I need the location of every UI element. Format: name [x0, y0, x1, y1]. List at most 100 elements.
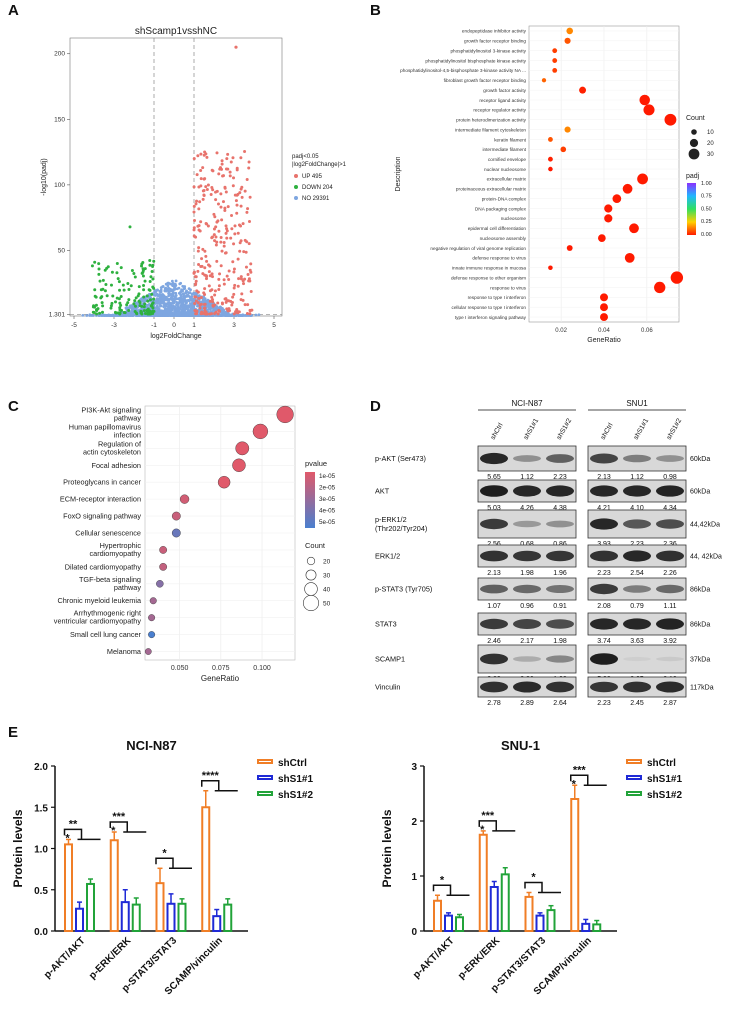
down-point [123, 311, 127, 315]
up-point [236, 284, 240, 288]
blot-band [480, 681, 508, 693]
volcano-plot: shScamp1vsshNC -5 -3 -1 0 1 3 5 1.301 50 100 150 200… [41, 26, 347, 340]
color-legend-label: 1e-05 [319, 473, 336, 480]
band-quant-value: 5.03 [487, 505, 501, 512]
category-label: p-ERK/ERK [456, 935, 503, 982]
up-point [197, 207, 201, 211]
up-point [195, 199, 199, 203]
bar-shs1-1 [212, 915, 222, 932]
up-point [230, 227, 234, 231]
up-point [244, 265, 248, 269]
up-point [236, 257, 240, 261]
series-down-points [90, 225, 156, 316]
volcano-plot-frame [69, 37, 283, 317]
up-point [198, 306, 202, 310]
down-point [126, 301, 130, 305]
up-point [211, 298, 215, 302]
band-quant-value: 0.79 [630, 603, 644, 610]
pathway-label-line: pathway [114, 583, 142, 592]
up-point [211, 300, 215, 304]
up-point [204, 185, 208, 189]
color-legend-title: padj [686, 173, 700, 180]
up-point [220, 159, 224, 163]
no-point [159, 290, 163, 294]
band-quant-value: 4.21 [597, 505, 611, 512]
up-point [213, 293, 217, 297]
up-point [243, 303, 247, 307]
term-label: endopeptidase inhibitor activity [462, 29, 527, 34]
no-point [166, 284, 170, 288]
lane-label: shS1#1 [523, 417, 541, 441]
molecular-weight-label: 37kDa [690, 657, 710, 664]
lane-label: shCtrl [490, 422, 505, 441]
up-point [216, 312, 220, 316]
down-point [116, 277, 120, 281]
bar-shs1-2 [177, 902, 187, 932]
band-quant-value: 0.68 [520, 541, 534, 548]
down-point [150, 292, 154, 296]
x-tick-label: 0.050 [171, 665, 189, 672]
up-point [235, 307, 239, 311]
up-point [203, 249, 207, 253]
no-point [184, 291, 188, 295]
no-point [174, 291, 178, 295]
up-point [248, 312, 252, 316]
down-point [132, 271, 136, 275]
pathway-label: Proteoglycans in cancer [63, 478, 141, 487]
blot-band [480, 618, 508, 630]
down-point [136, 294, 140, 298]
down-point [115, 261, 119, 265]
no-point [168, 302, 172, 306]
down-point [93, 260, 97, 264]
up-point [208, 299, 212, 303]
down-point [118, 306, 122, 310]
bar-chart-title: NCI-N87 [126, 738, 177, 753]
pathway-dot [148, 631, 156, 639]
term-dot [579, 86, 587, 94]
no-point [149, 296, 152, 300]
size-legend-title: Count [305, 541, 326, 550]
no-point [174, 279, 178, 283]
up-point [217, 284, 221, 288]
legend-marker [294, 185, 298, 189]
color-legend-label: 2e-05 [319, 485, 336, 492]
color-legend-label: 1.00 [701, 181, 712, 187]
up-point [192, 228, 196, 232]
up-point [247, 219, 251, 223]
x-tick-label: -5 [71, 322, 77, 329]
blot-row-label: p-AKT (Ser473) [375, 454, 426, 463]
y-tick-label: 50 [58, 247, 66, 254]
bar-shs1-2 [455, 916, 464, 932]
up-point [207, 284, 211, 288]
term-dot [600, 313, 608, 322]
no-point [158, 292, 162, 296]
down-point [143, 279, 147, 283]
up-point [202, 306, 206, 310]
up-point [222, 278, 226, 282]
up-point [201, 166, 205, 170]
up-point [216, 202, 220, 206]
bar-shctrl [155, 882, 165, 932]
size-legend-label: 40 [323, 587, 331, 594]
down-point [146, 299, 150, 303]
band-quant-value: 3.93 [597, 541, 611, 548]
up-point [233, 224, 237, 228]
color-legend-label: 0.00 [701, 232, 712, 238]
up-point [230, 303, 234, 307]
no-point [156, 314, 160, 317]
up-point [227, 269, 231, 273]
pathway-label: Melanoma [107, 647, 142, 656]
pathway-label-line: TGF-beta signaling [79, 575, 141, 584]
blot-band [480, 550, 508, 562]
up-point [248, 279, 252, 283]
pathway-label: Dilated cardiomyopathy [65, 562, 142, 571]
no-point [158, 302, 162, 305]
y-tick-label: 1 [411, 872, 417, 883]
no-point [175, 308, 179, 312]
no-point [156, 309, 160, 313]
up-point [199, 169, 203, 173]
band-quant-value: 2.89 [520, 700, 534, 707]
down-point [100, 295, 104, 299]
pathway-label-line: pathway [114, 413, 142, 422]
y-axis-label: -log10(padj) [41, 158, 48, 195]
